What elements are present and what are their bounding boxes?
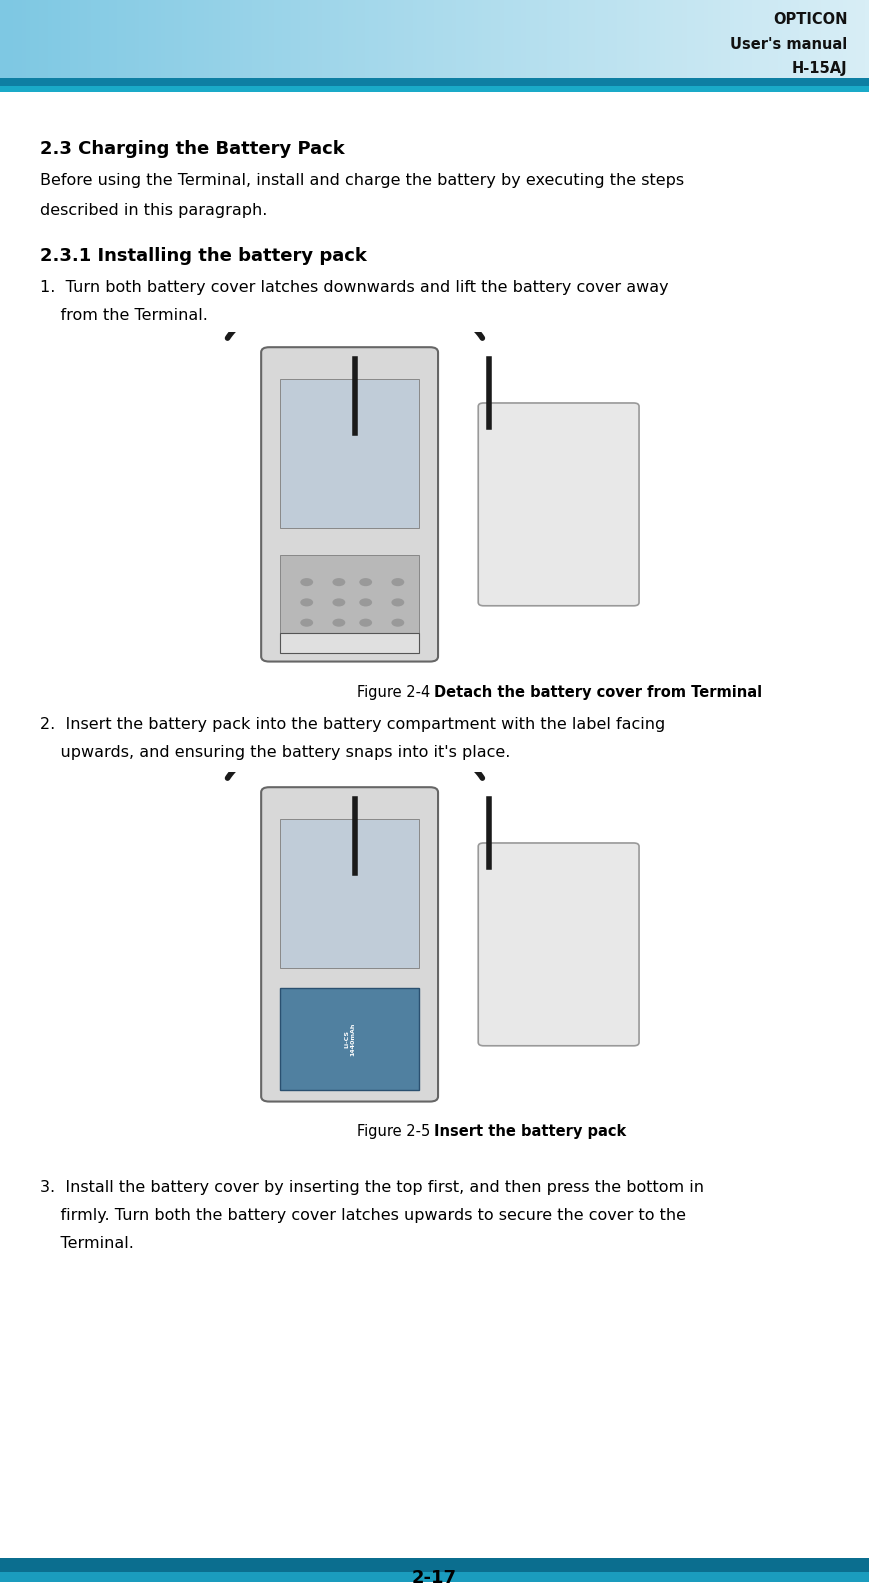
Bar [280,989,419,1089]
Text: Figure 2-5: Figure 2-5 [356,1124,434,1138]
Circle shape [333,578,345,586]
Bar [280,820,419,968]
Text: 3.  Install the battery cover by inserting the top first, and then press the bot: 3. Install the battery cover by insertin… [40,1180,704,1196]
Circle shape [333,599,345,607]
Bar [0,1571,869,1582]
Text: Figure 2-4: Figure 2-4 [356,685,434,700]
Circle shape [391,619,404,627]
Text: 2.  Insert the battery pack into the battery compartment with the label facing: 2. Insert the battery pack into the batt… [40,716,666,732]
Circle shape [301,599,313,607]
Bar [0,86,869,92]
Text: from the Terminal.: from the Terminal. [40,307,208,323]
Text: Insert the battery pack: Insert the battery pack [434,1124,627,1138]
Bar [280,634,419,653]
Bar [0,1559,869,1571]
Circle shape [301,578,313,586]
Text: upwards, and ensuring the battery snaps into it's place.: upwards, and ensuring the battery snaps … [40,745,510,759]
FancyBboxPatch shape [262,347,438,662]
Circle shape [359,578,372,586]
Circle shape [359,599,372,607]
Circle shape [359,619,372,627]
Text: 2.3.1 Installing the battery pack: 2.3.1 Installing the battery pack [40,247,367,264]
Circle shape [391,599,404,607]
Circle shape [301,619,313,627]
Text: Figure 2-4 Detach the battery cover from Terminal: Figure 2-4 Detach the battery cover from… [250,685,619,700]
FancyBboxPatch shape [478,403,639,607]
Bar [280,556,419,637]
Text: 2-17: 2-17 [412,1570,457,1587]
Bar [0,78,869,86]
Text: User's manual: User's manual [730,37,847,51]
Text: firmly. Turn both the battery cover latches upwards to secure the cover to the: firmly. Turn both the battery cover latc… [40,1208,686,1223]
Text: Terminal.: Terminal. [40,1235,134,1251]
Circle shape [333,619,345,627]
Text: Before using the Terminal, install and charge the battery by executing the steps: Before using the Terminal, install and c… [40,174,684,188]
Circle shape [391,578,404,586]
Text: 1.  Turn both battery cover latches downwards and lift the battery cover away: 1. Turn both battery cover latches downw… [40,280,668,295]
Text: OPTICON: OPTICON [773,13,847,27]
Text: 2.3 Charging the Battery Pack: 2.3 Charging the Battery Pack [40,140,345,158]
Text: described in this paragraph.: described in this paragraph. [40,204,268,218]
Text: Detach the battery cover from Terminal: Detach the battery cover from Terminal [434,685,763,700]
Bar [280,379,419,529]
FancyBboxPatch shape [262,786,438,1102]
FancyBboxPatch shape [478,844,639,1046]
Text: Li-CS
1440mAh: Li-CS 1440mAh [344,1022,355,1055]
Text: H-15AJ: H-15AJ [792,60,847,76]
